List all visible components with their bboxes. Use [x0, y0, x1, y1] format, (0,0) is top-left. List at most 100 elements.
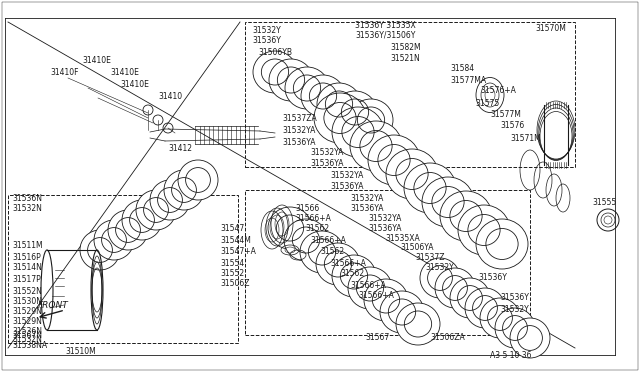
- Text: 31532YA: 31532YA: [368, 214, 401, 222]
- Text: 31529N: 31529N: [12, 307, 42, 315]
- Ellipse shape: [332, 255, 376, 297]
- Text: 31536Y/31506Y: 31536Y/31506Y: [355, 31, 415, 39]
- Text: 31555: 31555: [592, 198, 616, 206]
- Ellipse shape: [476, 219, 528, 269]
- Text: 31536N: 31536N: [12, 193, 42, 202]
- Ellipse shape: [314, 93, 366, 143]
- Text: 31571M: 31571M: [510, 134, 541, 142]
- Ellipse shape: [348, 267, 392, 309]
- Ellipse shape: [122, 200, 162, 240]
- Ellipse shape: [253, 51, 297, 93]
- Ellipse shape: [368, 135, 420, 185]
- Text: 31538NA: 31538NA: [12, 340, 47, 350]
- Text: 31566+A: 31566+A: [358, 292, 394, 301]
- Text: 31410E: 31410E: [82, 55, 111, 64]
- Bar: [245, 22, 575, 167]
- Text: 31511M: 31511M: [12, 241, 43, 250]
- Text: 31547: 31547: [220, 224, 244, 232]
- Text: 31582M: 31582M: [390, 42, 420, 51]
- Text: 31532N: 31532N: [12, 336, 42, 344]
- Ellipse shape: [108, 210, 148, 250]
- Text: 31535XA: 31535XA: [385, 234, 420, 243]
- Text: 31536YA: 31536YA: [350, 203, 383, 212]
- Ellipse shape: [300, 231, 344, 273]
- Text: 31410F: 31410F: [50, 67, 79, 77]
- Bar: [8, 195, 238, 343]
- Ellipse shape: [332, 107, 384, 157]
- Ellipse shape: [510, 318, 550, 358]
- Text: 31554: 31554: [220, 259, 244, 267]
- Text: 31562: 31562: [320, 247, 344, 257]
- Text: 31514N: 31514N: [12, 263, 42, 273]
- Text: A3 5 10 36: A3 5 10 36: [490, 350, 531, 359]
- Text: 31532Y: 31532Y: [425, 263, 454, 273]
- Text: 31521N: 31521N: [390, 54, 420, 62]
- Ellipse shape: [333, 91, 377, 133]
- Text: 31584: 31584: [450, 64, 474, 73]
- Text: 31537Z: 31537Z: [415, 253, 445, 263]
- Text: 31532YA: 31532YA: [350, 193, 383, 202]
- Text: 31537ZA: 31537ZA: [282, 113, 317, 122]
- Text: 31410: 31410: [158, 92, 182, 100]
- Text: 31506ZA: 31506ZA: [430, 334, 465, 343]
- Text: 31532Y: 31532Y: [252, 26, 281, 35]
- Text: 31532YA: 31532YA: [310, 148, 344, 157]
- Ellipse shape: [150, 180, 190, 220]
- Text: 31570M: 31570M: [535, 23, 566, 32]
- Text: 31532Y: 31532Y: [500, 305, 529, 314]
- Text: 31567N: 31567N: [12, 330, 42, 340]
- Text: 31552N: 31552N: [12, 286, 42, 295]
- Text: 31566+A: 31566+A: [350, 280, 386, 289]
- Ellipse shape: [435, 268, 475, 308]
- Text: FRONT: FRONT: [38, 301, 68, 311]
- Text: 31529N: 31529N: [12, 317, 42, 326]
- Text: 31536Y 31535X: 31536Y 31535X: [355, 20, 416, 29]
- Ellipse shape: [136, 190, 176, 230]
- Ellipse shape: [458, 205, 510, 255]
- Text: 31506Z: 31506Z: [220, 279, 250, 288]
- Bar: [245, 190, 530, 335]
- Ellipse shape: [450, 278, 490, 318]
- Ellipse shape: [164, 170, 204, 210]
- Text: 31506YB: 31506YB: [258, 48, 292, 57]
- Text: 31410E: 31410E: [110, 67, 139, 77]
- Ellipse shape: [80, 230, 120, 270]
- Text: 31576: 31576: [500, 121, 524, 129]
- Ellipse shape: [285, 67, 329, 109]
- Ellipse shape: [284, 219, 328, 261]
- Text: 31575: 31575: [475, 99, 499, 108]
- Ellipse shape: [350, 121, 402, 171]
- Text: 31410E: 31410E: [120, 80, 149, 89]
- Ellipse shape: [317, 83, 361, 125]
- Text: 31532YA: 31532YA: [330, 170, 364, 180]
- Text: 31562: 31562: [340, 269, 364, 279]
- Ellipse shape: [178, 160, 218, 200]
- Text: 31536YA: 31536YA: [282, 138, 316, 147]
- Text: 31536YA: 31536YA: [368, 224, 401, 232]
- Text: 31536Y: 31536Y: [500, 294, 529, 302]
- Ellipse shape: [349, 99, 393, 141]
- Text: 31412: 31412: [168, 144, 192, 153]
- Ellipse shape: [404, 163, 456, 213]
- Ellipse shape: [396, 303, 440, 345]
- Text: 31536YA: 31536YA: [330, 182, 364, 190]
- Text: 31536YA: 31536YA: [310, 158, 344, 167]
- Ellipse shape: [480, 298, 520, 338]
- Ellipse shape: [420, 258, 460, 298]
- Text: 31567: 31567: [365, 334, 389, 343]
- Ellipse shape: [268, 207, 312, 249]
- Text: 31577MA: 31577MA: [450, 76, 486, 84]
- Ellipse shape: [380, 291, 424, 333]
- Ellipse shape: [386, 149, 438, 199]
- Text: 31536Y: 31536Y: [252, 35, 281, 45]
- Text: 31566+A: 31566+A: [295, 214, 331, 222]
- Text: 31530N: 31530N: [12, 296, 42, 305]
- Ellipse shape: [364, 279, 408, 321]
- Text: 31566: 31566: [295, 203, 319, 212]
- Text: 31536N: 31536N: [12, 327, 42, 336]
- Text: 31577M: 31577M: [490, 109, 521, 119]
- Text: 31517P: 31517P: [12, 276, 41, 285]
- Ellipse shape: [269, 59, 313, 101]
- Ellipse shape: [94, 220, 134, 260]
- Ellipse shape: [301, 75, 345, 117]
